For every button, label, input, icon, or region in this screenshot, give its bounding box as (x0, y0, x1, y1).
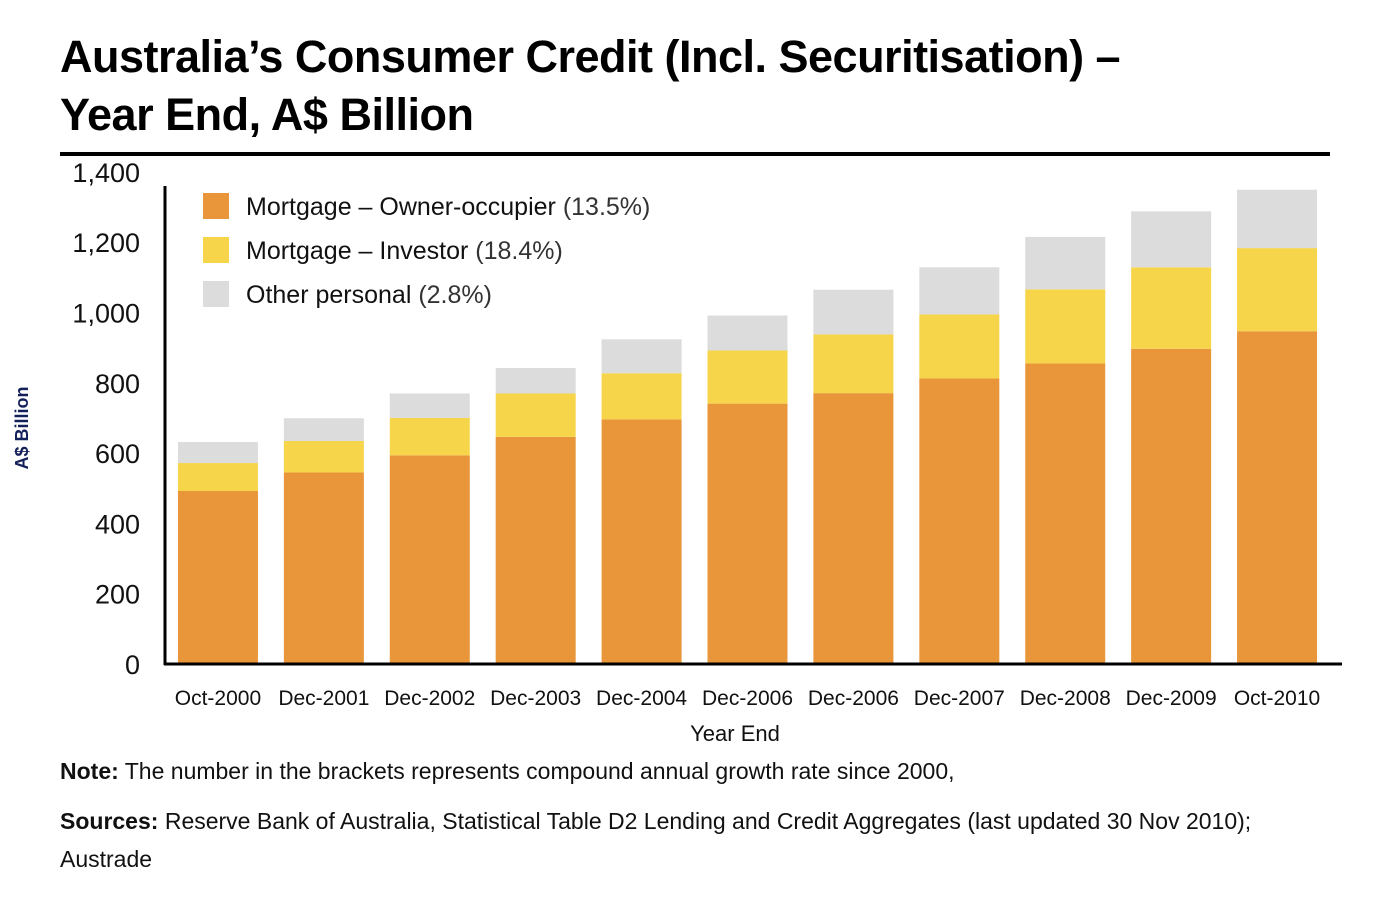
bar-segment-other-personal (707, 315, 788, 351)
x-tick-label: Oct-2010 (1234, 687, 1320, 710)
bar-segment-mortgage-owner-occupier (177, 490, 258, 664)
bar-segment-mortgage-owner-occupier (601, 419, 682, 664)
bar-segment-other-personal (495, 367, 576, 394)
stacked-bar-chart: 0 200 400 600 800 1,000 1,200 1,400 A$ Billion Oc… (12, 158, 1342, 746)
y-tick-label: 1,000 (72, 299, 140, 329)
bar-segment-other-personal (283, 418, 364, 442)
bar-segment-mortgage-investor (389, 417, 470, 456)
bar-segment-other-personal (1131, 211, 1212, 268)
bar-segment-mortgage-investor (1237, 248, 1318, 332)
chart-title: Australia’s Consumer Credit (Incl. Secur… (60, 28, 1340, 144)
bar-segment-mortgage-owner-occupier (1237, 331, 1318, 664)
bar-segment-mortgage-owner-occupier (707, 403, 788, 664)
bar-segment-other-personal (1025, 236, 1106, 290)
bar-segment-other-personal (813, 289, 894, 335)
legend-swatch (203, 237, 229, 263)
y-tick-label: 600 (95, 439, 140, 469)
chart-title-line-2: Year End, A$ Billion (60, 89, 474, 140)
x-tick-label: Oct-2000 (175, 687, 261, 710)
bar-segment-mortgage-investor (1131, 267, 1212, 349)
legend-growth-rate: (13.5%) (563, 193, 651, 221)
legend-growth-rate: (18.4%) (475, 237, 563, 265)
y-tick-label: 400 (95, 509, 140, 539)
legend-series-name: Mortgage – Owner-occupier (246, 193, 563, 221)
bar-segment-other-personal (919, 267, 1000, 315)
legend-series-name: Mortgage – Investor (246, 237, 475, 265)
x-tick-label: Dec-2007 (914, 687, 1005, 710)
sources: Sources: Reserve Bank of Australia, Stat… (60, 802, 1280, 878)
bar-segment-mortgage-investor (707, 350, 788, 404)
bar-segment-mortgage-investor (495, 393, 576, 437)
sources-text: Reserve Bank of Australia, Statistical T… (60, 808, 1252, 872)
y-tick-label: 800 (95, 369, 140, 399)
x-tick-label: Dec-2003 (490, 687, 581, 710)
bar-segment-mortgage-owner-occupier (495, 436, 576, 664)
x-tick-label: Dec-2006 (808, 687, 899, 710)
bar-segment-mortgage-investor (283, 441, 364, 473)
title-divider (60, 152, 1330, 156)
legend-series-name: Other personal (246, 281, 418, 309)
legend-entry: Other personal (2.8%) (246, 281, 492, 309)
x-tick-label: Dec-2008 (1020, 687, 1111, 710)
bar-segment-mortgage-owner-occupier (919, 378, 1000, 664)
bar-segment-other-personal (389, 393, 470, 418)
legend-growth-rate: (2.8%) (418, 281, 492, 309)
bar-segment-mortgage-owner-occupier (389, 455, 470, 664)
x-tick-label: Dec-2009 (1126, 687, 1217, 710)
x-tick-label: Dec-2002 (384, 687, 475, 710)
y-tick-label: 0 (125, 650, 140, 680)
bar-segment-mortgage-investor (1025, 289, 1106, 364)
bar-segment-mortgage-owner-occupier (1025, 363, 1106, 664)
note-label: Note: (60, 758, 119, 784)
legend-entry: Mortgage – Owner-occupier (13.5%) (246, 193, 650, 221)
x-axis-label: Year End (690, 721, 780, 746)
x-tick-label: Dec-2004 (596, 687, 687, 710)
bar-segment-mortgage-owner-occupier (283, 472, 364, 664)
legend-swatch (203, 193, 229, 219)
y-axis-label: A$ Billion (12, 386, 32, 469)
sources-label: Sources: (60, 808, 159, 834)
y-tick-label: 200 (95, 580, 140, 610)
bar-segment-other-personal (177, 442, 258, 464)
bar-segment-mortgage-owner-occupier (1131, 348, 1212, 664)
y-tick-label: 1,400 (72, 158, 140, 188)
y-tick-label: 1,200 (72, 228, 140, 258)
chart-title-line-1: Australia’s Consumer Credit (Incl. Secur… (60, 31, 1121, 82)
bar-segment-mortgage-investor (177, 463, 258, 491)
bar-segment-mortgage-investor (601, 373, 682, 420)
bar-segment-mortgage-investor (919, 314, 1000, 379)
legend-entry: Mortgage – Investor (18.4%) (246, 237, 563, 265)
bar-segment-mortgage-owner-occupier (813, 393, 894, 664)
note-text: The number in the brackets represents co… (118, 758, 955, 784)
bar-segment-other-personal (601, 339, 682, 374)
legend-swatch (203, 281, 229, 307)
note: Note: The number in the brackets represe… (60, 758, 955, 785)
bar-segment-mortgage-investor (813, 334, 894, 394)
x-tick-label: Dec-2006 (702, 687, 793, 710)
bar-segment-other-personal (1237, 189, 1318, 249)
x-tick-label: Dec-2001 (278, 687, 369, 710)
